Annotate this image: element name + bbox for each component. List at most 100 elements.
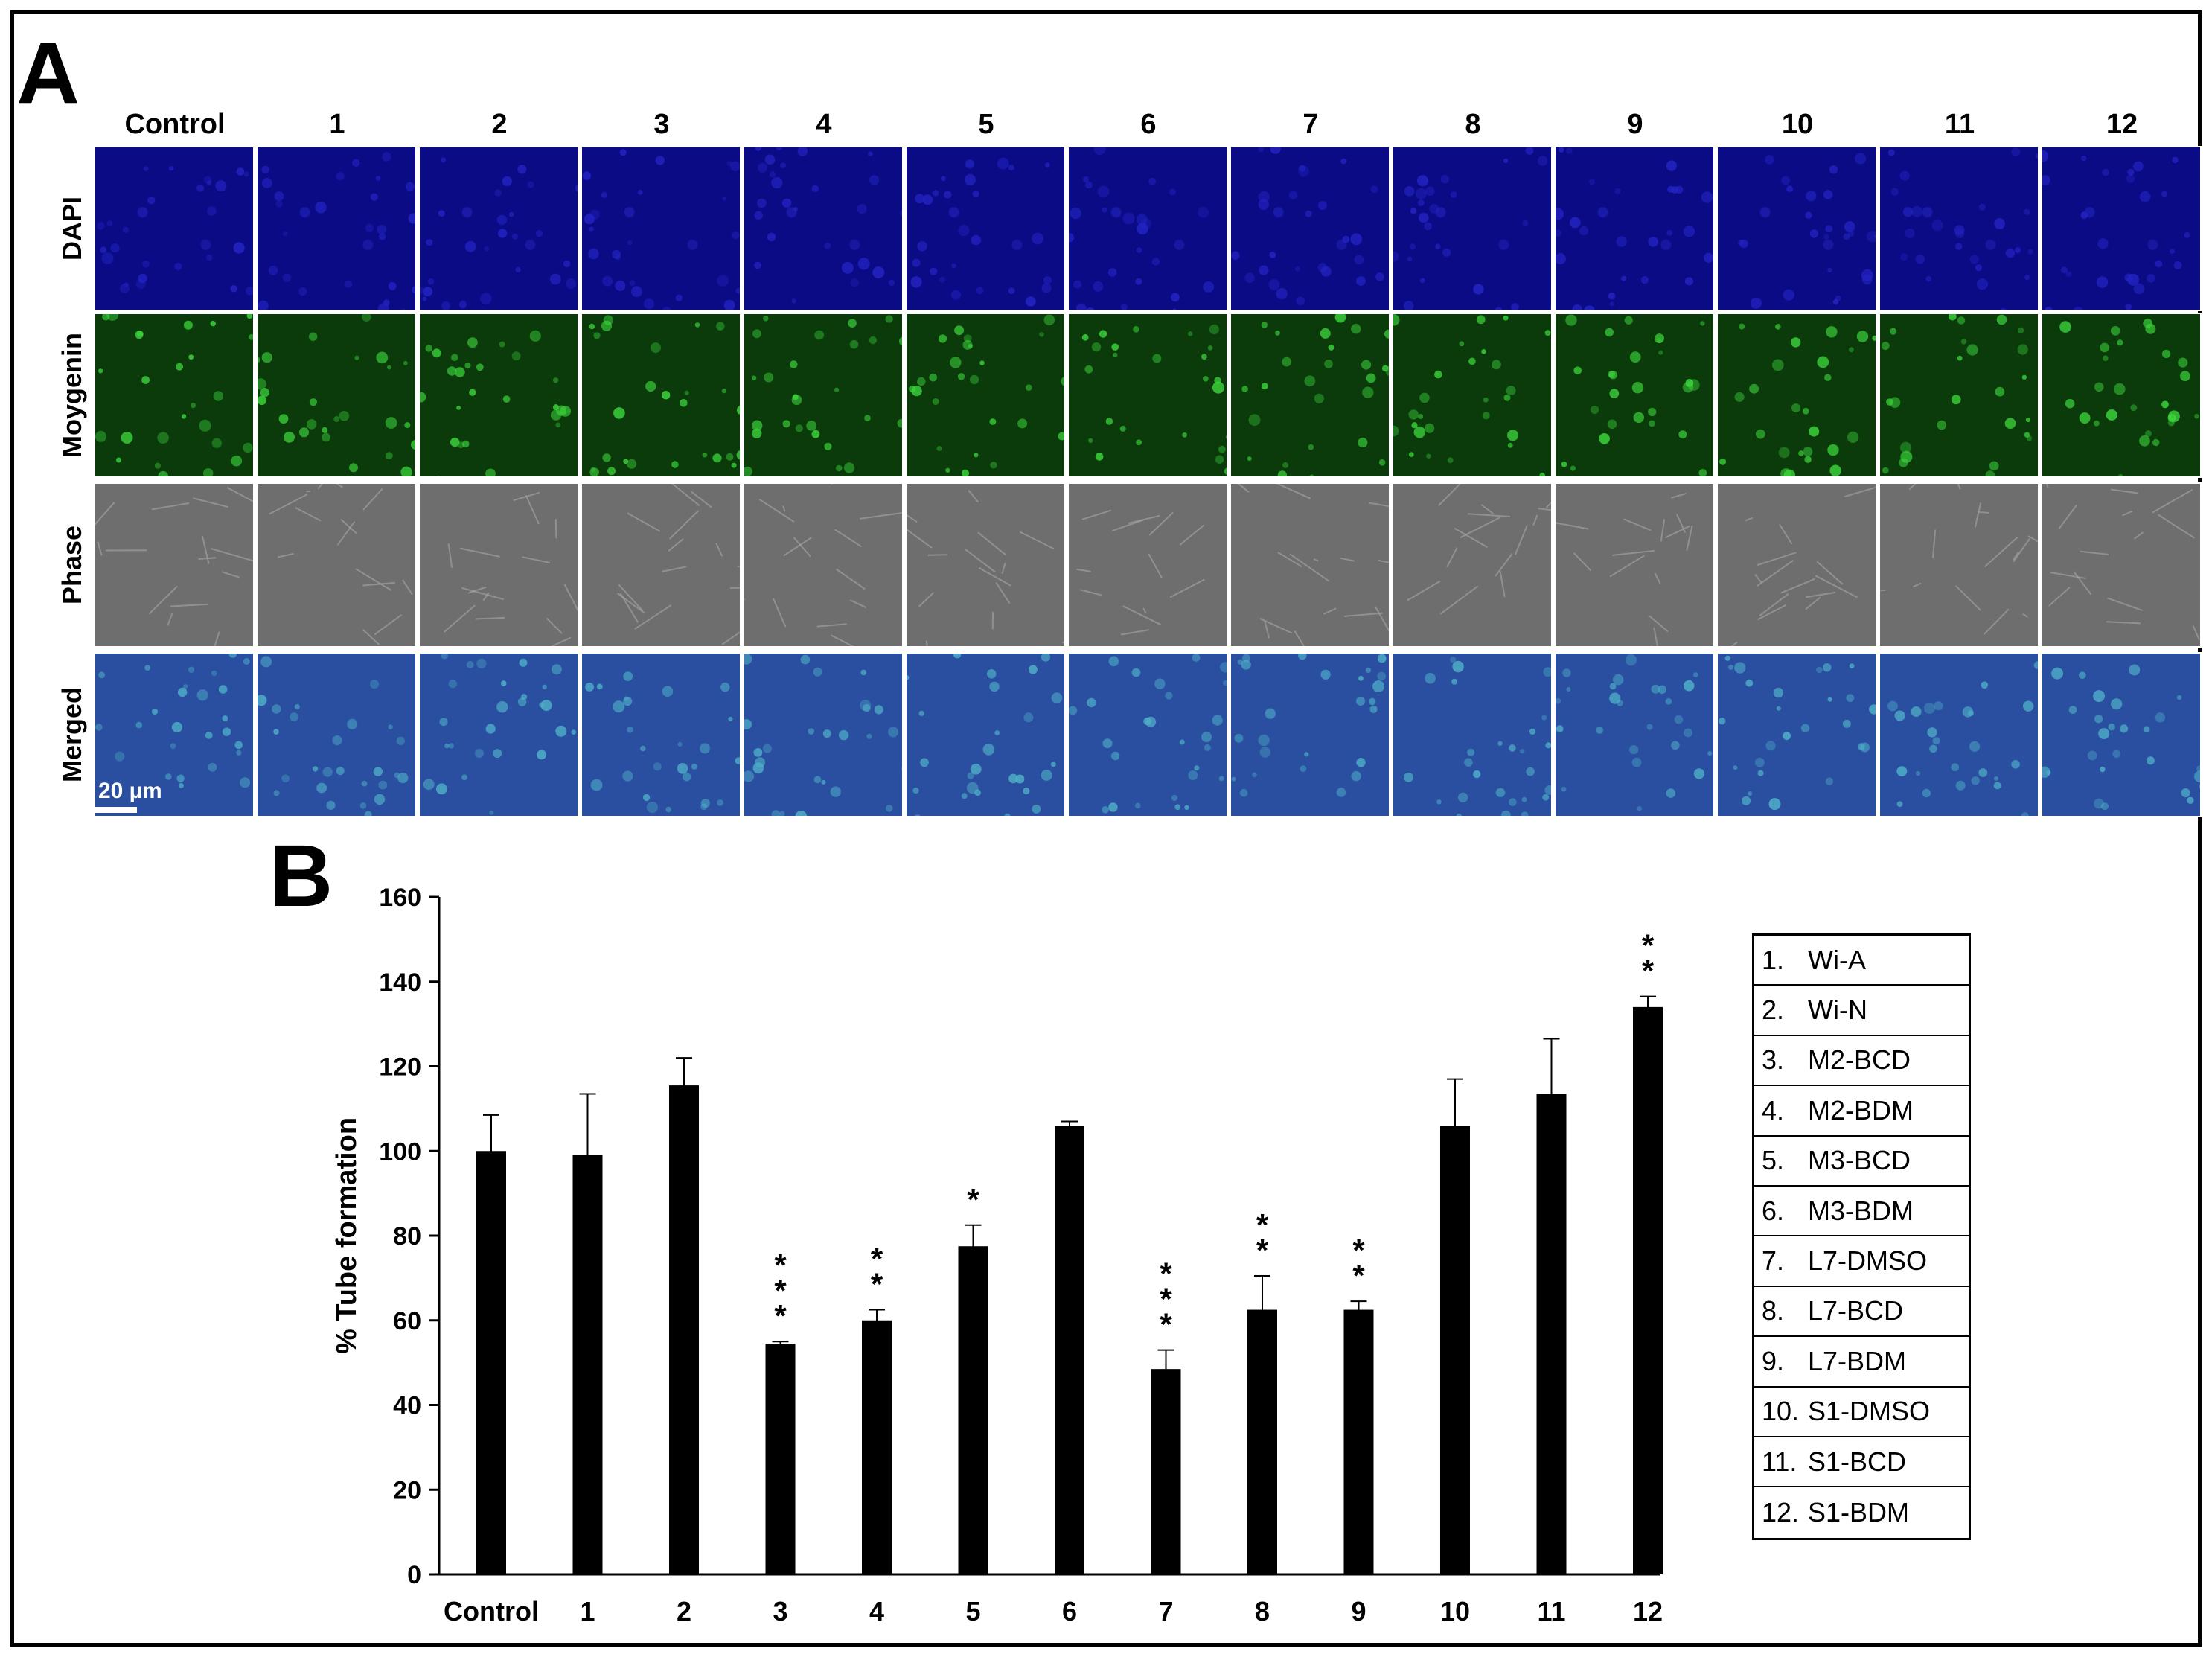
micrograph-tile (2041, 482, 2202, 648)
cell-spot (312, 766, 319, 772)
cell-spot (2114, 383, 2126, 395)
cell-spot (480, 293, 492, 305)
cell-edge (475, 616, 505, 620)
cell-spot (236, 167, 245, 176)
cell-spot (888, 727, 899, 738)
cell-spot (888, 279, 895, 286)
cell-spot (1174, 804, 1181, 811)
cell-edge (1076, 568, 1091, 572)
micrograph-tile (1392, 652, 1553, 817)
cell-spot (982, 744, 995, 756)
cell-spot (171, 721, 182, 733)
cell-spot (1985, 470, 1995, 476)
cell-spot (444, 743, 450, 749)
cell-edge (1612, 549, 1655, 556)
micrograph-tile (2041, 313, 2202, 478)
cell-spot (1375, 272, 1384, 281)
cell-spot (1304, 752, 1309, 757)
cell-spot (944, 191, 952, 199)
cell-spot (1569, 217, 1581, 229)
cell-edge (95, 502, 115, 526)
cell-spot (1424, 222, 1432, 231)
cell-spot (1520, 749, 1525, 754)
cell-spot (1896, 766, 1908, 776)
micrograph-texture (744, 484, 902, 646)
cell-edge (968, 489, 979, 503)
cell-spot (1783, 732, 1791, 740)
micrograph-tile (1392, 146, 1553, 311)
cell-spot (1543, 667, 1551, 677)
cell-spot (138, 273, 147, 284)
cell-spot (369, 680, 380, 689)
cell-spot (174, 262, 182, 270)
cell-spot (1282, 462, 1289, 468)
cell-spot (1734, 392, 1745, 402)
cell-spot (1768, 798, 1781, 811)
cell-spot (124, 282, 129, 287)
cell-spot (1613, 674, 1624, 686)
micrograph-texture (1730, 486, 1876, 646)
cell-spot (551, 664, 562, 675)
cell-spot (1209, 324, 1219, 334)
column-label: 2 (491, 109, 508, 140)
cell-spot (502, 395, 511, 403)
cell-spot (1120, 303, 1128, 310)
cell-spot (542, 684, 547, 689)
cell-spot (1407, 256, 1413, 261)
cell-spot (764, 372, 774, 383)
cell-spot (864, 415, 871, 421)
cell-spot (1629, 745, 1639, 755)
cell-spot (1826, 326, 1838, 338)
cell-spot (744, 770, 755, 782)
cell-spot (122, 226, 129, 233)
cell-spot (2015, 247, 2021, 253)
cell-spot (613, 700, 625, 713)
cell-spot (1231, 251, 1240, 261)
cell-spot (1122, 212, 1135, 225)
cell-spot (1069, 706, 1078, 715)
micrograph-tile (2041, 652, 2202, 817)
cell-spot (1026, 296, 1036, 307)
cell-spot (177, 687, 188, 697)
cell-spot (1861, 274, 1873, 285)
cell-spot (1434, 370, 1442, 379)
cell-edge (1623, 518, 1652, 531)
cell-spot (1452, 660, 1464, 673)
cell-spot (102, 314, 110, 321)
cell-spot (1846, 694, 1855, 703)
cell-spot (1507, 442, 1513, 448)
cell-spot (1932, 737, 1940, 745)
cell-spot (1640, 276, 1649, 284)
cell-spot (965, 159, 974, 169)
cell-spot (1566, 687, 1571, 692)
cell-spot (1969, 741, 1981, 752)
legend-entry: 11. S1-BCD (1754, 1437, 1969, 1488)
significance-star: * (1160, 1257, 1172, 1292)
cell-spot (700, 803, 708, 811)
cell-spot (1247, 456, 1252, 462)
cell-spot (582, 171, 592, 180)
cell-spot (222, 727, 231, 736)
cell-spot (2111, 698, 2123, 710)
cell-spot (549, 273, 561, 285)
cell-edge (964, 548, 996, 573)
cell-spot (385, 452, 393, 460)
cell-edge (1128, 514, 1160, 524)
cell-spot (2060, 266, 2068, 274)
cell-spot (190, 403, 196, 409)
cell-spot (298, 427, 310, 438)
cell-spot (1148, 177, 1157, 185)
cell-spot (771, 176, 783, 189)
cell-spot (1258, 734, 1270, 747)
cell-spot (2079, 412, 2091, 424)
cell-spot (684, 390, 689, 395)
cell-spot (1212, 381, 1224, 394)
y-tick-label: 60 (393, 1307, 421, 1335)
cell-edge (2058, 504, 2078, 529)
cell-spot (2173, 261, 2182, 269)
bar (572, 1155, 603, 1574)
cell-spot (1561, 786, 1567, 792)
cell-spot (420, 287, 424, 294)
micrograph-texture (907, 654, 1063, 816)
cell-spot (2100, 342, 2109, 353)
